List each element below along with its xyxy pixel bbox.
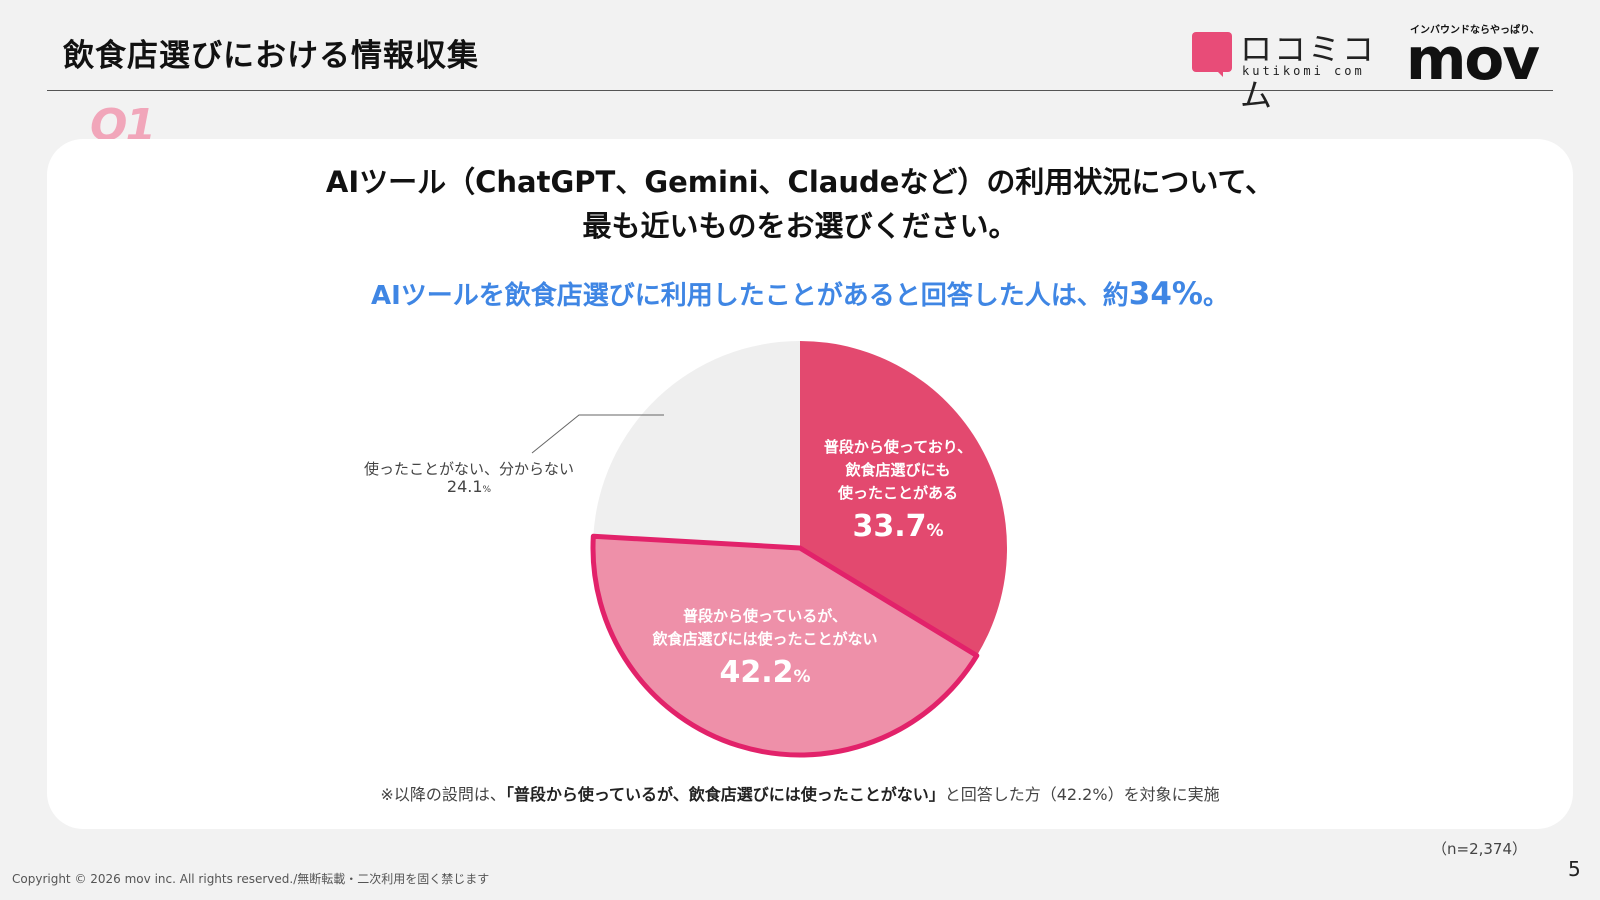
page-number: 5 [1568,857,1581,881]
pie-slice-3 [593,340,800,548]
copyright: Copyright © 2026 mov inc. All rights res… [12,872,490,886]
pie-slice-2 [592,536,977,756]
leader-line [531,414,664,454]
sample-size: （n=2,374） [1432,840,1528,858]
slice-2-value-label: 42.2% [719,655,810,690]
headline: AIツールを飲食店選びに利用したことがあると回答した人は、約34%。 [0,275,1600,312]
footnote-suffix: と回答した方（42.2%）を対象に実施 [944,785,1220,804]
kuchikomi-logo-subtext: kutikomi com [1242,64,1365,78]
speech-bubble-icon [1192,32,1232,77]
question-line-1: AIツール（ChatGPT、Gemini、Claudeなど）の利用状況について、 [325,165,1275,199]
question-text: AIツール（ChatGPT、Gemini、Claudeなど）の利用状況について、… [0,160,1600,248]
slice-1-value-label: 33.7% [852,509,943,544]
page-title: 飲食店選びにおける情報収集 [63,38,479,74]
footnote-prefix: ※以降の設問は、 [380,785,506,804]
kuchikomi-logo-text: ロコミコム [1240,30,1377,114]
slice-1-label-line-3: 使ったことがある [837,484,958,502]
question-line-2: 最も近いものをお選びください。 [582,209,1018,243]
headline-value: 34% [1128,276,1203,312]
headline-prefix: AIツールを飲食店選びに利用したことがあると回答した人は、約 [370,281,1129,311]
slice-3-label-line-1: 使ったことがない、分からない [364,460,574,478]
mov-logo: インバウンドならやっぱり、 mov [1406,18,1558,93]
footnote: ※以降の設問は、「普段から使っているが、飲食店選びには使ったことがない」と回答し… [0,781,1600,805]
mov-tagline: インバウンドならやっぱり、 [1410,25,1540,36]
slice-1-label-line-1: 普段から使っており、 [824,438,972,456]
pie-slice-2-highlight [590,533,980,758]
title-divider [47,90,1553,91]
kuchikomi-logo: ロコミコム kutikomi com [1192,30,1382,114]
headline-suffix: 。 [1202,281,1229,311]
slice-2-label-line-2: 飲食店選びには使ったことがない [651,630,877,648]
slice-2-label-line-1: 普段から使っているが、 [683,607,847,625]
slice-1-label-line-2: 飲食店選びにも [844,461,950,479]
mov-wordmark: mov [1406,25,1540,93]
slice-3-value-label: 24.1% [447,477,492,496]
footnote-quote: 「普段から使っているが、飲食店選びには使ったことがない」 [505,785,945,804]
